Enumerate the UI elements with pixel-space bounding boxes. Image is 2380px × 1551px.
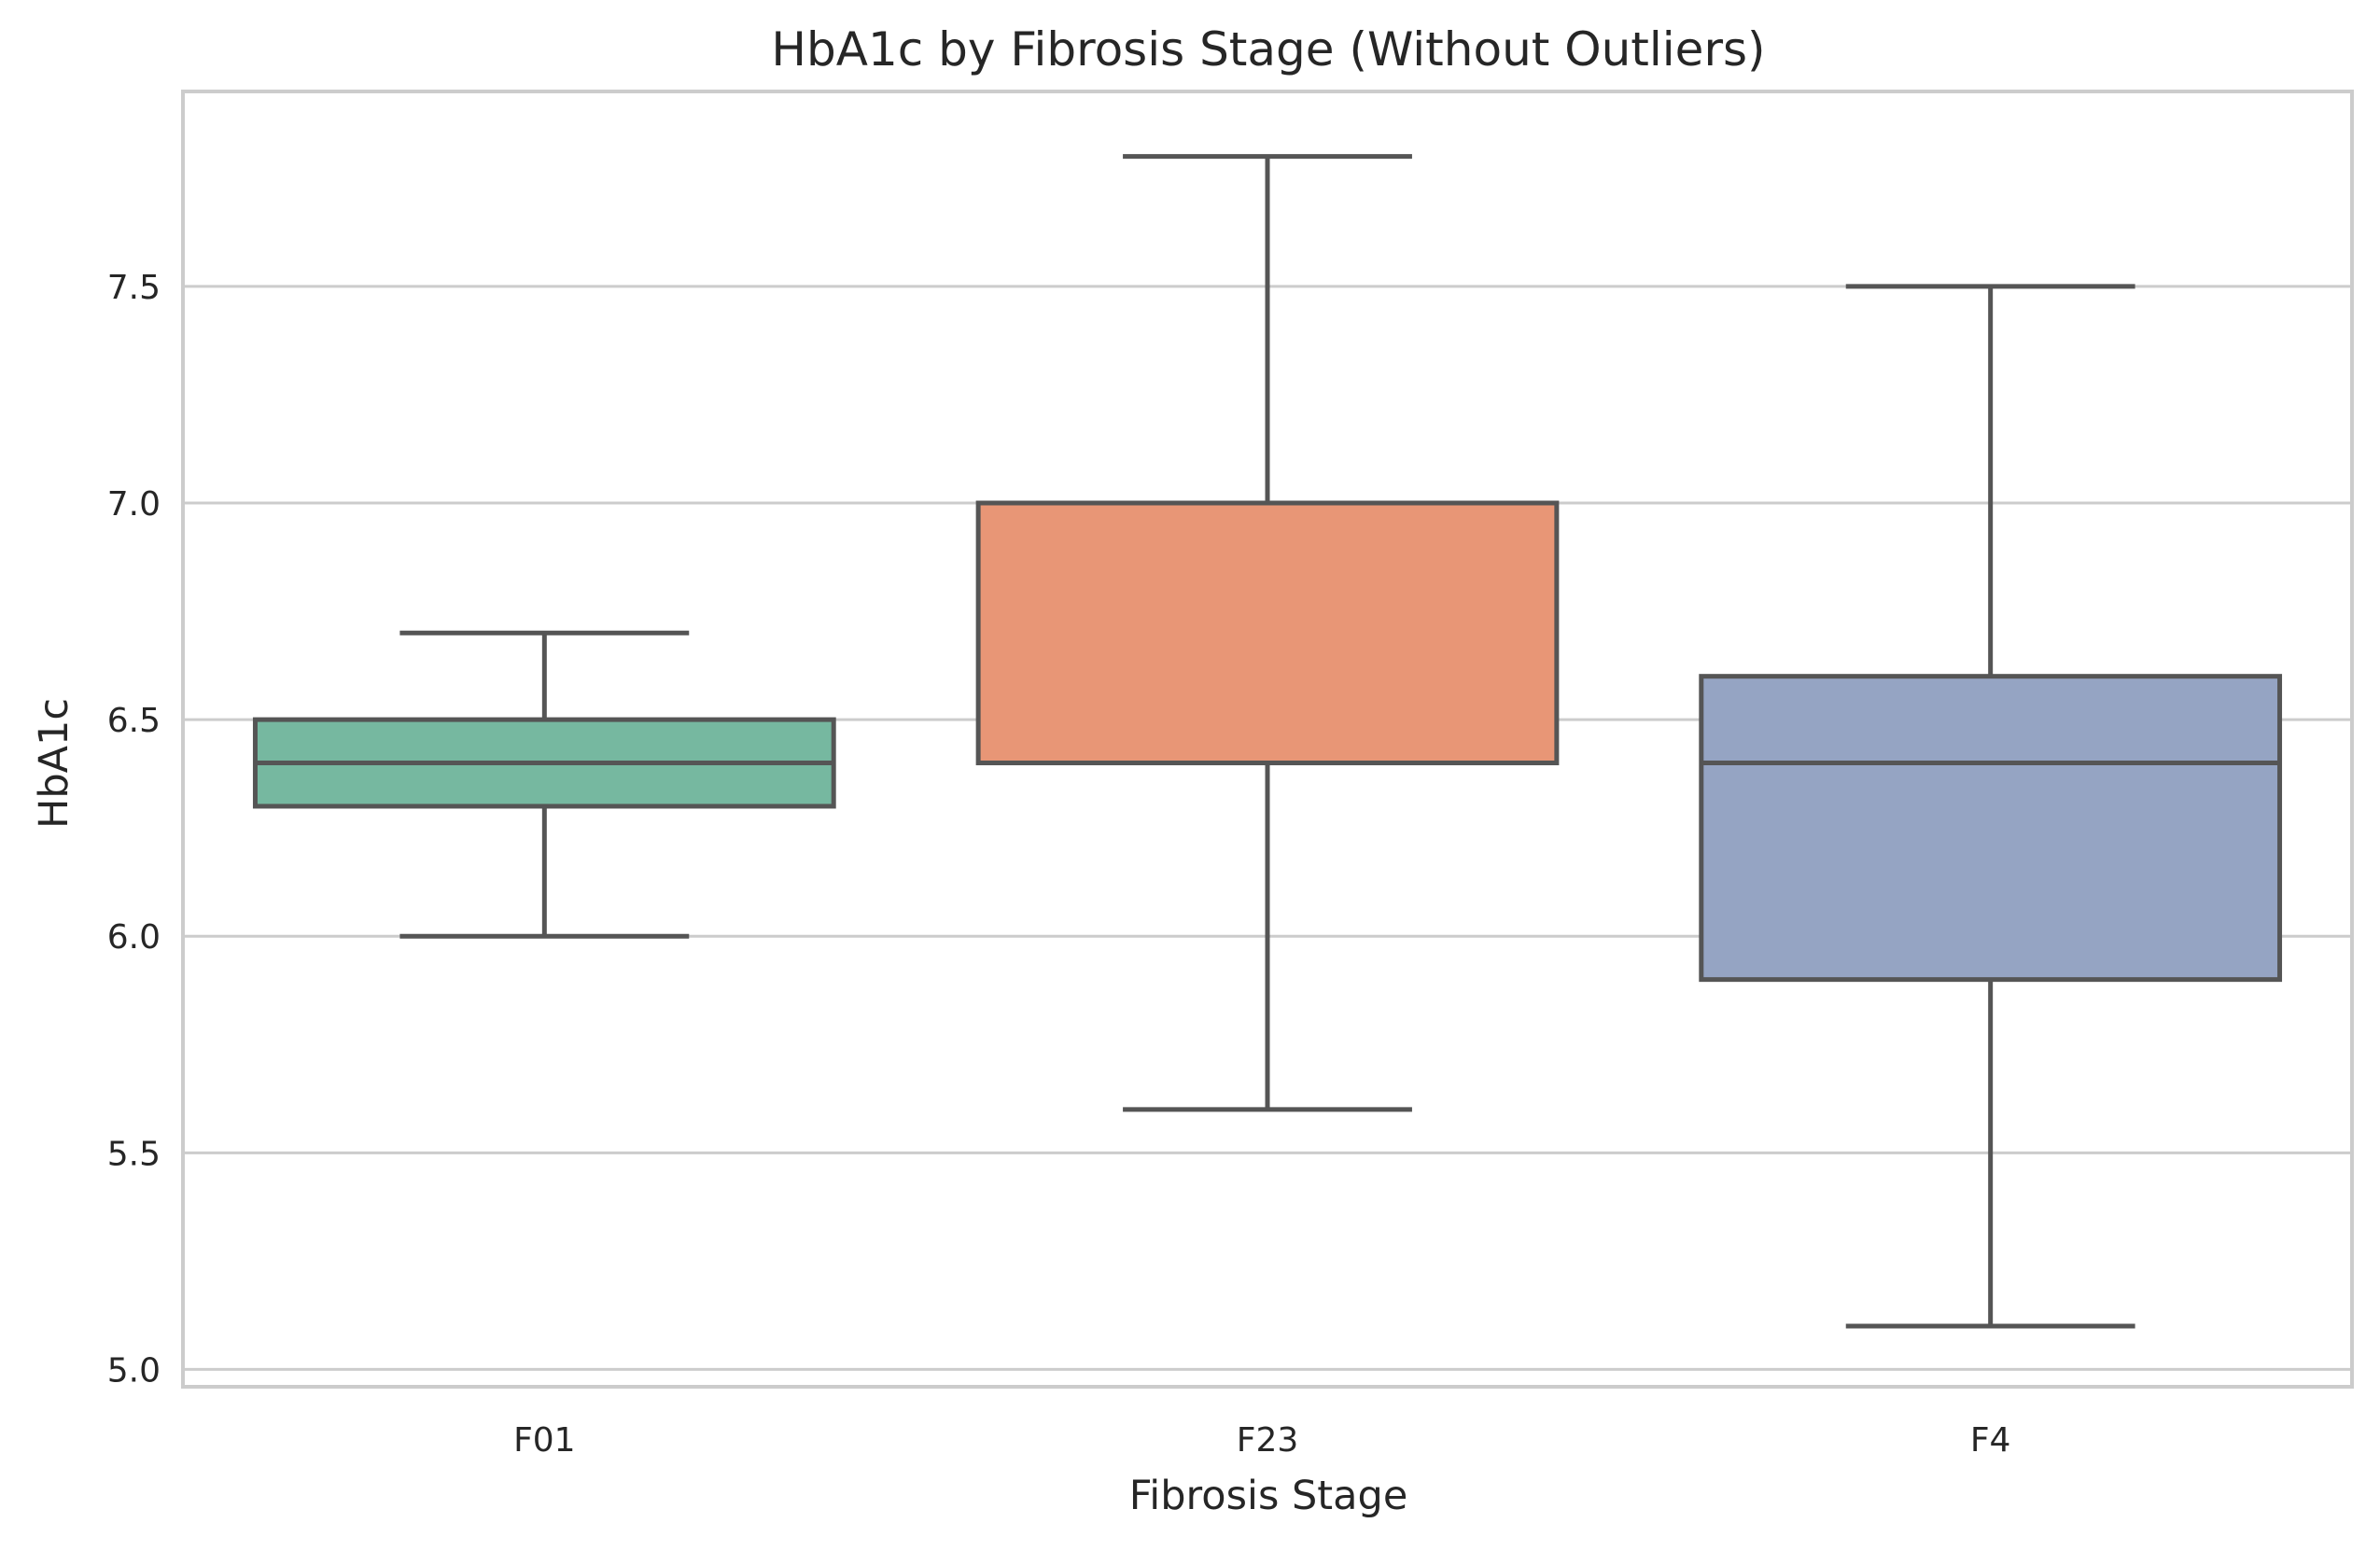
plot-frame bbox=[181, 90, 2354, 1389]
x-tick-label: F01 bbox=[513, 1421, 576, 1460]
y-tick-label: 6.5 bbox=[107, 702, 161, 740]
y-tick-label: 5.0 bbox=[107, 1351, 161, 1390]
y-tick-label: 7.0 bbox=[107, 485, 161, 524]
y-tick-label: 7.5 bbox=[107, 269, 161, 307]
box-group-f01 bbox=[252, 630, 836, 939]
chart-title: HbA1c by Fibrosis Stage (Without Outlier… bbox=[771, 22, 1765, 77]
y-tick-label: 5.5 bbox=[107, 1135, 161, 1173]
x-axis-label: Fibrosis Stage bbox=[1129, 1473, 1408, 1519]
box-group-f4 bbox=[1699, 284, 2283, 1329]
y-tick-label: 6.0 bbox=[107, 918, 161, 957]
x-tick-label: F4 bbox=[1970, 1421, 2011, 1460]
y-tick-labels: 5.0 5.5 6.0 6.5 7.0 7.5 bbox=[107, 269, 161, 1390]
x-tick-label: F23 bbox=[1237, 1421, 1299, 1460]
x-tick-labels: F01 F23 F4 bbox=[513, 1421, 2010, 1460]
box-group-f23 bbox=[975, 154, 1560, 1112]
box-iqr bbox=[975, 500, 1560, 766]
y-axis-label: HbA1c bbox=[31, 698, 77, 829]
box-iqr bbox=[1699, 674, 2283, 983]
box-plots bbox=[252, 154, 2283, 1329]
